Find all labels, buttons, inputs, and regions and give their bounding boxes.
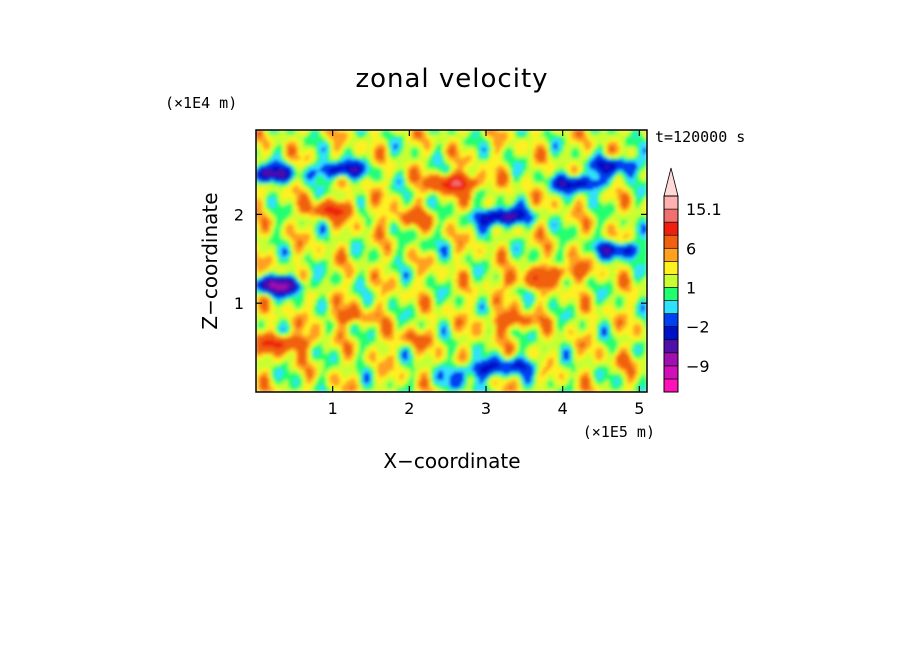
colorbar-segment [663, 326, 679, 341]
colorbar-segment [663, 208, 679, 223]
colorbar-frame [663, 195, 679, 393]
colorbar-segment [663, 221, 679, 236]
colorbar-tick-label: −2 [686, 318, 710, 337]
colorbar-tick-label: 1 [686, 278, 696, 297]
colorbar-segment [663, 234, 679, 249]
colorbar-tick-label: −9 [686, 357, 710, 376]
colorbar-segment [663, 261, 679, 275]
contour-plot-area [256, 130, 647, 392]
colorbar-segment [663, 287, 679, 301]
x-scale-label: (×1E5 m) [583, 423, 655, 441]
colorbar-segment [663, 247, 679, 262]
time-label: t=120000 s [655, 128, 745, 146]
colorbar-tick-label: 6 [686, 239, 696, 258]
x-tick-label: 4 [558, 399, 568, 418]
x-tick-label: 2 [404, 399, 414, 418]
colorbar-overflow-arrow [663, 167, 679, 197]
colorbar: −9 −2 1 6 15.1 [663, 167, 722, 393]
contour-field [256, 130, 647, 392]
y-axis-label: Z−coordinate [198, 192, 222, 329]
x-tick-label: 1 [328, 399, 338, 418]
x-axis: 1 2 3 4 5 [328, 130, 644, 418]
x-tick-label: 5 [634, 399, 644, 418]
y-tick-label: 2 [234, 205, 244, 224]
colorbar-segment [663, 378, 679, 393]
colorbar-segment [663, 365, 679, 380]
colorbar-segment [663, 195, 679, 210]
colorbar-segment [663, 300, 679, 314]
colorbar-segment [663, 339, 679, 354]
x-axis-label: X−coordinate [383, 449, 520, 473]
colorbar-tick-label: 15.1 [686, 200, 722, 219]
y-tick-label: 1 [234, 294, 244, 313]
chart-title: zonal velocity [355, 64, 548, 94]
plot-frame [255, 129, 648, 393]
colorbar-segment [663, 313, 679, 327]
x-tick-label: 3 [481, 399, 491, 418]
y-axis: 12 [234, 205, 647, 313]
colorbar-segment [663, 274, 679, 288]
colorbar-segment [663, 352, 679, 367]
y-scale-label: (×1E4 m) [165, 94, 237, 112]
